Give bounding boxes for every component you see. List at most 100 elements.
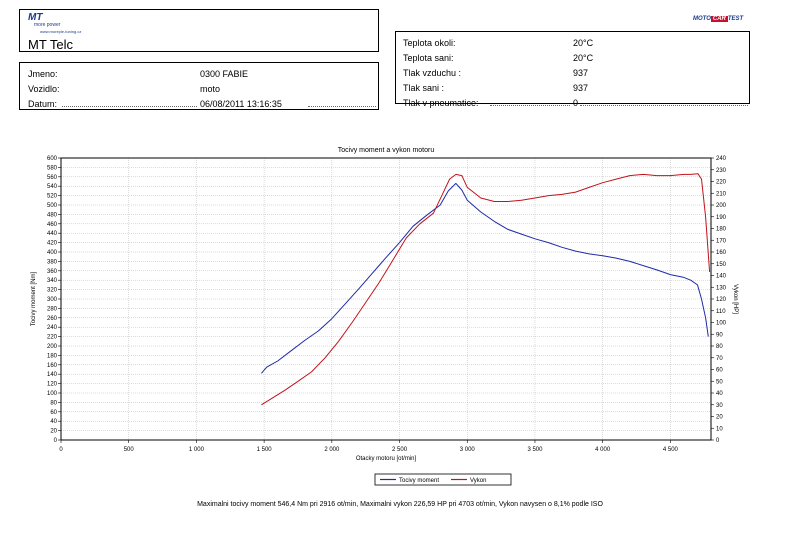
- legend-label-power: Vykon: [470, 478, 486, 484]
- info-value-date: 06/08/2011 13:16:35: [200, 99, 282, 109]
- y-left-tick-label: 280: [47, 306, 58, 312]
- info-label-name: Jmeno:: [28, 69, 58, 79]
- y-right-tick-label: 210: [716, 191, 727, 197]
- y-left-tick-label: 420: [47, 241, 58, 247]
- y-left-tick-label: 480: [47, 212, 58, 218]
- chart-title: Tocivy moment a vykon motoru: [338, 147, 435, 154]
- summary-footer: Maximalni tocivy moment 546,4 Nm pri 291…: [197, 501, 603, 508]
- y-left-tick-label: 200: [47, 344, 58, 350]
- x-tick-label: 1 500: [257, 447, 273, 453]
- cond-value-intake-pressure: 937: [573, 83, 589, 93]
- conditions-divider: [490, 105, 570, 106]
- y-left-tick-label: 400: [47, 250, 58, 256]
- cond-label-intake-temp: Teplota sani:: [403, 53, 454, 63]
- y-right-tick-label: 60: [716, 368, 723, 374]
- info-divider: [308, 106, 376, 107]
- legend-label-torque: Tocivy moment: [399, 478, 439, 484]
- cond-value-tyre-pressure: 0: [573, 98, 579, 108]
- motocar-test-logo: MOTO CAR TEST: [693, 16, 744, 22]
- x-tick-label: 3 500: [527, 447, 543, 453]
- y-right-tick-label: 230: [716, 168, 727, 174]
- y-right-tick-label: 50: [716, 379, 723, 385]
- info-value-vehicle: moto: [200, 84, 221, 94]
- y-left-tick-label: 40: [50, 419, 57, 425]
- y-right-tick-label: 200: [716, 203, 727, 209]
- company-box: [19, 9, 379, 52]
- y-right-tick-label: 140: [716, 274, 727, 280]
- y-right-tick-label: 120: [716, 297, 727, 303]
- y-left-tick-label: 260: [47, 316, 58, 322]
- company-logo-url: www.moreple-tuning.cz: [40, 29, 82, 34]
- cond-label-air-pressure: Tlak vzduchu :: [403, 68, 462, 78]
- company-name: MT Telc: [28, 37, 74, 52]
- y-left-tick-label: 520: [47, 194, 58, 200]
- y-left-tick-label: 320: [47, 288, 58, 294]
- y-left-tick-label: 540: [47, 184, 58, 190]
- y-right-tick-label: 180: [716, 227, 727, 233]
- info-label-vehicle: Vozidlo:: [28, 84, 60, 94]
- y-left-tick-label: 140: [47, 372, 58, 378]
- y-right-tick-label: 130: [716, 285, 727, 291]
- y-axis-right-title: Vykon [HP]: [732, 284, 738, 314]
- info-value-name: 0300 FABIE: [200, 69, 249, 79]
- y-right-tick-label: 90: [716, 332, 723, 338]
- y-axis-left-title: Tocivy moment [Nm]: [31, 271, 37, 326]
- y-left-tick-label: 580: [47, 165, 58, 171]
- y-left-tick-label: 600: [47, 156, 58, 162]
- cond-label-intake-pressure: Tlak sani :: [403, 83, 445, 93]
- y-right-tick-label: 30: [716, 403, 723, 409]
- company-logo: MT: [28, 12, 43, 23]
- conditions-box: [395, 31, 750, 104]
- x-tick-label: 500: [124, 447, 135, 453]
- power-curve: [261, 173, 711, 406]
- x-tick-label: 0: [59, 447, 63, 453]
- y-left-tick-label: 500: [47, 203, 58, 209]
- y-left-tick-label: 20: [50, 429, 57, 435]
- y-right-tick-label: 100: [716, 321, 727, 327]
- y-left-tick-label: 220: [47, 335, 58, 341]
- y-right-tick-label: 160: [716, 250, 727, 256]
- y-left-tick-label: 440: [47, 231, 58, 237]
- x-tick-label: 4 000: [595, 447, 611, 453]
- y-left-tick-label: 100: [47, 391, 58, 397]
- chart-legend: Tocivy moment Vykon: [374, 473, 512, 486]
- x-tick-label: 2 500: [392, 447, 408, 453]
- legend-frame: [374, 473, 512, 486]
- cond-label-tyre-pressure: Tlak v pneumatice:: [403, 98, 479, 108]
- chart-axes: 0204060801001201401601802002202402602803…: [47, 156, 727, 453]
- x-tick-label: 1 000: [189, 447, 205, 453]
- x-tick-label: 2 000: [324, 447, 340, 453]
- y-right-tick-label: 240: [716, 156, 727, 162]
- y-left-tick-label: 240: [47, 325, 58, 331]
- x-axis-title: Otacky motoru [ot/min]: [356, 456, 417, 462]
- y-right-tick-label: 0: [716, 438, 720, 444]
- info-divider: [62, 106, 197, 107]
- y-left-tick-label: 460: [47, 222, 58, 228]
- y-left-tick-label: 560: [47, 175, 58, 181]
- y-right-tick-label: 80: [716, 344, 723, 350]
- y-right-tick-label: 70: [716, 356, 723, 362]
- y-left-tick-label: 0: [54, 438, 58, 444]
- y-right-tick-label: 40: [716, 391, 723, 397]
- y-right-tick-label: 190: [716, 215, 727, 221]
- y-right-tick-label: 20: [716, 415, 723, 421]
- info-label-date: Datum:: [28, 99, 58, 109]
- x-tick-label: 3 000: [460, 447, 476, 453]
- y-right-tick-label: 10: [716, 426, 723, 432]
- y-left-tick-label: 360: [47, 269, 58, 275]
- cond-label-ambient-temp: Teplota okoli:: [403, 38, 456, 48]
- torque-curve: [261, 182, 709, 374]
- y-right-tick-label: 170: [716, 238, 727, 244]
- y-left-tick-label: 80: [50, 400, 57, 406]
- cond-value-intake-temp: 20°C: [573, 53, 594, 63]
- chart-series: [261, 173, 711, 406]
- vehicle-info-box: [19, 62, 379, 110]
- y-left-tick-label: 60: [50, 410, 57, 416]
- y-left-tick-label: 380: [47, 259, 58, 265]
- cond-value-air-pressure: 937: [573, 68, 589, 78]
- y-left-tick-label: 300: [47, 297, 58, 303]
- y-right-tick-label: 110: [716, 309, 726, 315]
- conditions-divider: [580, 105, 748, 106]
- y-left-tick-label: 120: [47, 382, 58, 388]
